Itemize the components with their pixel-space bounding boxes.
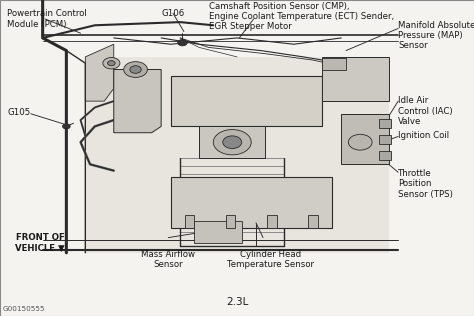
Polygon shape — [114, 70, 161, 133]
Circle shape — [63, 124, 70, 129]
Bar — [226, 215, 236, 228]
Text: Idle Air
Control (IAC)
Valve: Idle Air Control (IAC) Valve — [398, 96, 453, 126]
Text: Camshaft Position Sensor (CMP),
Engine Coolant Temperature (ECT) Sender,
EGR Ste: Camshaft Position Sensor (CMP), Engine C… — [209, 2, 394, 31]
Text: G106: G106 — [161, 9, 184, 18]
Circle shape — [213, 130, 251, 155]
Circle shape — [348, 134, 372, 150]
Text: 2.3L: 2.3L — [226, 297, 248, 307]
Bar — [379, 151, 391, 160]
Text: G105: G105 — [7, 108, 30, 117]
Polygon shape — [171, 76, 322, 126]
Polygon shape — [199, 126, 265, 158]
Circle shape — [130, 66, 141, 73]
Bar — [379, 135, 391, 144]
Text: FRONT OF
VEHICLE ▼: FRONT OF VEHICLE ▼ — [16, 233, 65, 252]
Bar — [308, 215, 318, 228]
Text: G00150555: G00150555 — [2, 306, 45, 312]
Polygon shape — [85, 44, 114, 101]
Bar — [379, 119, 391, 128]
Circle shape — [178, 40, 187, 46]
Text: Cylinder Head
Temperature Sensor: Cylinder Head Temperature Sensor — [227, 250, 314, 269]
Text: Mass Airflow
Sensor: Mass Airflow Sensor — [141, 250, 195, 269]
Polygon shape — [171, 177, 332, 228]
Text: Powertrain Control
Module (PCM): Powertrain Control Module (PCM) — [7, 9, 87, 29]
Bar — [185, 215, 194, 228]
Polygon shape — [322, 57, 389, 101]
Text: Throttle
Position
Sensor (TPS): Throttle Position Sensor (TPS) — [398, 169, 453, 199]
Bar — [194, 221, 242, 243]
Bar — [322, 58, 346, 70]
Text: Ignition Coil: Ignition Coil — [398, 131, 449, 140]
Text: Manifold Absolute
Pressure (MAP)
Sensor: Manifold Absolute Pressure (MAP) Sensor — [398, 21, 474, 50]
Circle shape — [108, 61, 115, 66]
Circle shape — [223, 136, 242, 149]
Circle shape — [103, 58, 120, 69]
Bar — [267, 215, 276, 228]
Polygon shape — [341, 114, 389, 164]
Circle shape — [124, 62, 147, 77]
Polygon shape — [85, 57, 389, 253]
